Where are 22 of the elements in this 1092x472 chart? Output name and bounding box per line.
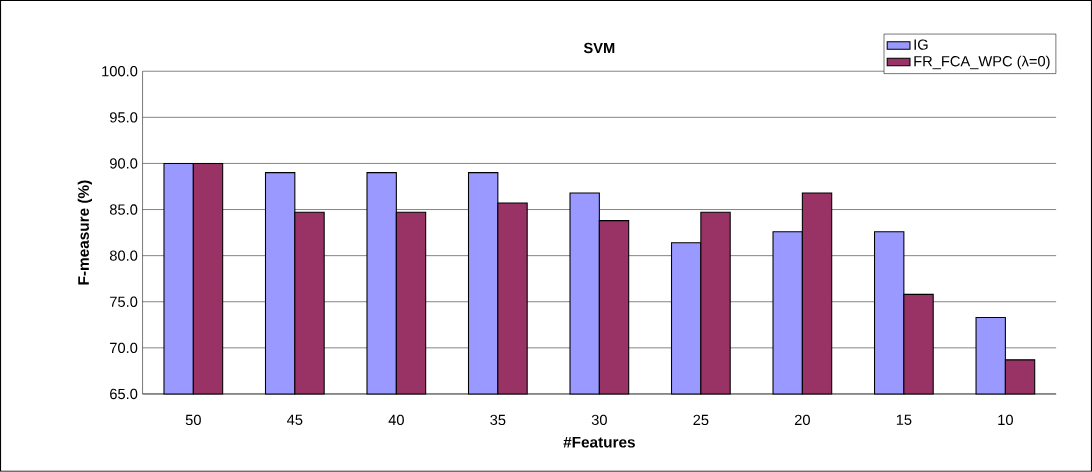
x-axis-title: #Features — [563, 436, 635, 448]
y-tick-label: 85.0 — [109, 204, 138, 215]
y-axis-title: F-measure (%) — [77, 180, 92, 285]
x-tick-label: 45 — [287, 414, 303, 425]
legend-label: FR_FCA_WPC (λ=0) — [914, 55, 1050, 70]
y-tick-label: 90.0 — [110, 158, 138, 169]
x-tick-label: 30 — [591, 414, 607, 426]
x-tick-label: 40 — [388, 414, 404, 426]
x-tick-label: 50 — [185, 414, 201, 426]
chart-title: SVM — [583, 42, 615, 54]
x-tick-label: 35 — [490, 414, 506, 426]
x-tick-label: 25 — [693, 414, 709, 426]
y-tick-label: 70.0 — [110, 342, 138, 354]
y-tick-label: 65.0 — [110, 388, 138, 400]
y-tick-label: 95.0 — [110, 112, 138, 123]
y-tick-label: 75.0 — [110, 296, 138, 308]
x-tick-label: 10 — [998, 414, 1013, 426]
y-tick-label: 80.0 — [109, 250, 138, 261]
y-tick-label: 100.0 — [102, 66, 138, 77]
legend-label: IG — [914, 39, 928, 50]
x-tick-label: 20 — [794, 414, 810, 426]
x-tick-label: 15 — [896, 414, 912, 425]
